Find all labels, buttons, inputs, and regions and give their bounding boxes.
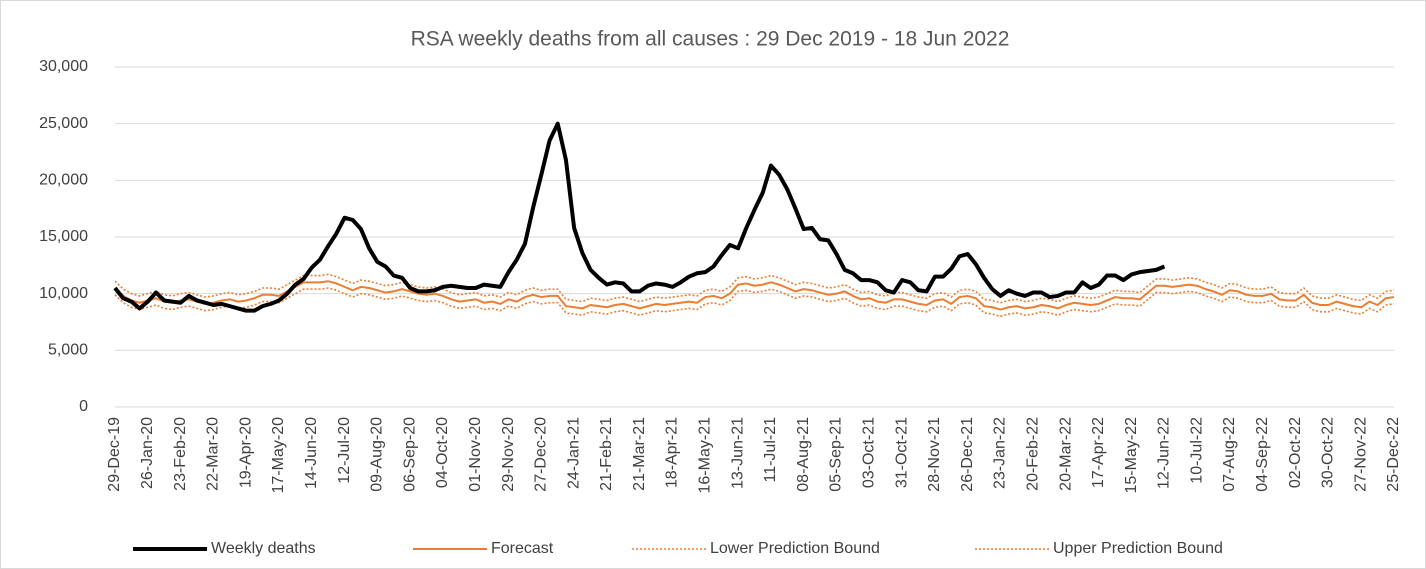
- x-tick-label: 03-Oct-21: [861, 417, 878, 488]
- x-tick-label: 19-Apr-20: [237, 417, 254, 488]
- y-tick-label: 0: [79, 398, 88, 415]
- x-tick-label: 21-Feb-21: [598, 417, 615, 491]
- x-tick-label: 05-Sep-21: [828, 417, 845, 492]
- series-line: [114, 280, 1395, 311]
- x-tick-label: 12-Jun-22: [1156, 417, 1173, 489]
- x-tick-label: 26-Dec-21: [959, 417, 976, 492]
- x-tick-label: 07-Aug-22: [1221, 417, 1238, 492]
- series-line: [114, 273, 1395, 304]
- x-tick-label: 16-May-21: [697, 417, 714, 494]
- x-tick-label: 23-Feb-20: [172, 417, 189, 491]
- x-tick-label: 24-Jan-21: [565, 417, 582, 489]
- x-tick-label: 31-Oct-21: [893, 417, 910, 488]
- x-tick-label: 09-Aug-20: [369, 417, 386, 492]
- x-tick-label: 26-Jan-20: [139, 417, 156, 489]
- x-tick-label: 25-Dec-22: [1385, 417, 1402, 492]
- x-tick-label: 11-Jul-21: [762, 417, 779, 483]
- legend-label: Upper Prediction Bound: [1053, 540, 1223, 557]
- y-tick-label: 25,000: [39, 115, 88, 132]
- x-tick-label: 15-May-22: [1123, 417, 1140, 494]
- x-tick-label: 29-Nov-20: [500, 417, 517, 492]
- y-tick-label: 5,000: [48, 342, 88, 359]
- x-tick-label: 21-Mar-21: [631, 417, 648, 491]
- x-tick-label: 30-Oct-22: [1320, 417, 1337, 488]
- x-tick-label: 28-Nov-21: [926, 417, 943, 492]
- y-tick-label: 30,000: [39, 58, 88, 75]
- series-line: [114, 287, 1395, 318]
- x-tick-label: 17-May-20: [270, 417, 287, 494]
- legend-label: Weekly deaths: [211, 540, 316, 557]
- x-tick-label: 04-Sep-22: [1254, 417, 1271, 492]
- x-tick-label: 10-Jul-22: [1188, 417, 1205, 484]
- y-tick-label: 10,000: [39, 285, 88, 302]
- x-tick-label: 12-Jul-20: [336, 417, 353, 484]
- x-tick-label: 06-Sep-20: [401, 417, 418, 492]
- y-tick-label: 15,000: [39, 228, 88, 245]
- x-tick-label: 04-Oct-20: [434, 417, 451, 488]
- chart-title: RSA weekly deaths from all causes : 29 D…: [411, 28, 1010, 51]
- x-tick-label: 18-Apr-21: [664, 417, 681, 488]
- x-tick-label: 20-Mar-22: [1057, 417, 1074, 491]
- x-tick-label: 27-Dec-20: [533, 417, 550, 492]
- x-tick-label: 02-Oct-22: [1287, 417, 1304, 488]
- x-tick-label: 14-Jun-20: [303, 417, 320, 489]
- x-tick-label: 29-Dec-19: [106, 417, 123, 492]
- y-tick-label: 20,000: [39, 172, 88, 189]
- x-tick-label: 22-Mar-20: [205, 417, 222, 491]
- legend-label: Lower Prediction Bound: [710, 540, 880, 557]
- series-line: [113, 121, 1166, 313]
- x-tick-label: 08-Aug-21: [795, 417, 812, 492]
- x-tick-label: 01-Nov-20: [467, 417, 484, 492]
- x-tick-label: 23-Jan-22: [992, 417, 1009, 489]
- x-tick-label: 27-Nov-22: [1352, 417, 1369, 492]
- legend-label: Forecast: [491, 540, 554, 557]
- x-tick-label: 20-Feb-22: [1024, 417, 1041, 491]
- x-tick-label: 17-Apr-22: [1090, 417, 1107, 488]
- x-tick-label: 13-Jun-21: [729, 417, 746, 489]
